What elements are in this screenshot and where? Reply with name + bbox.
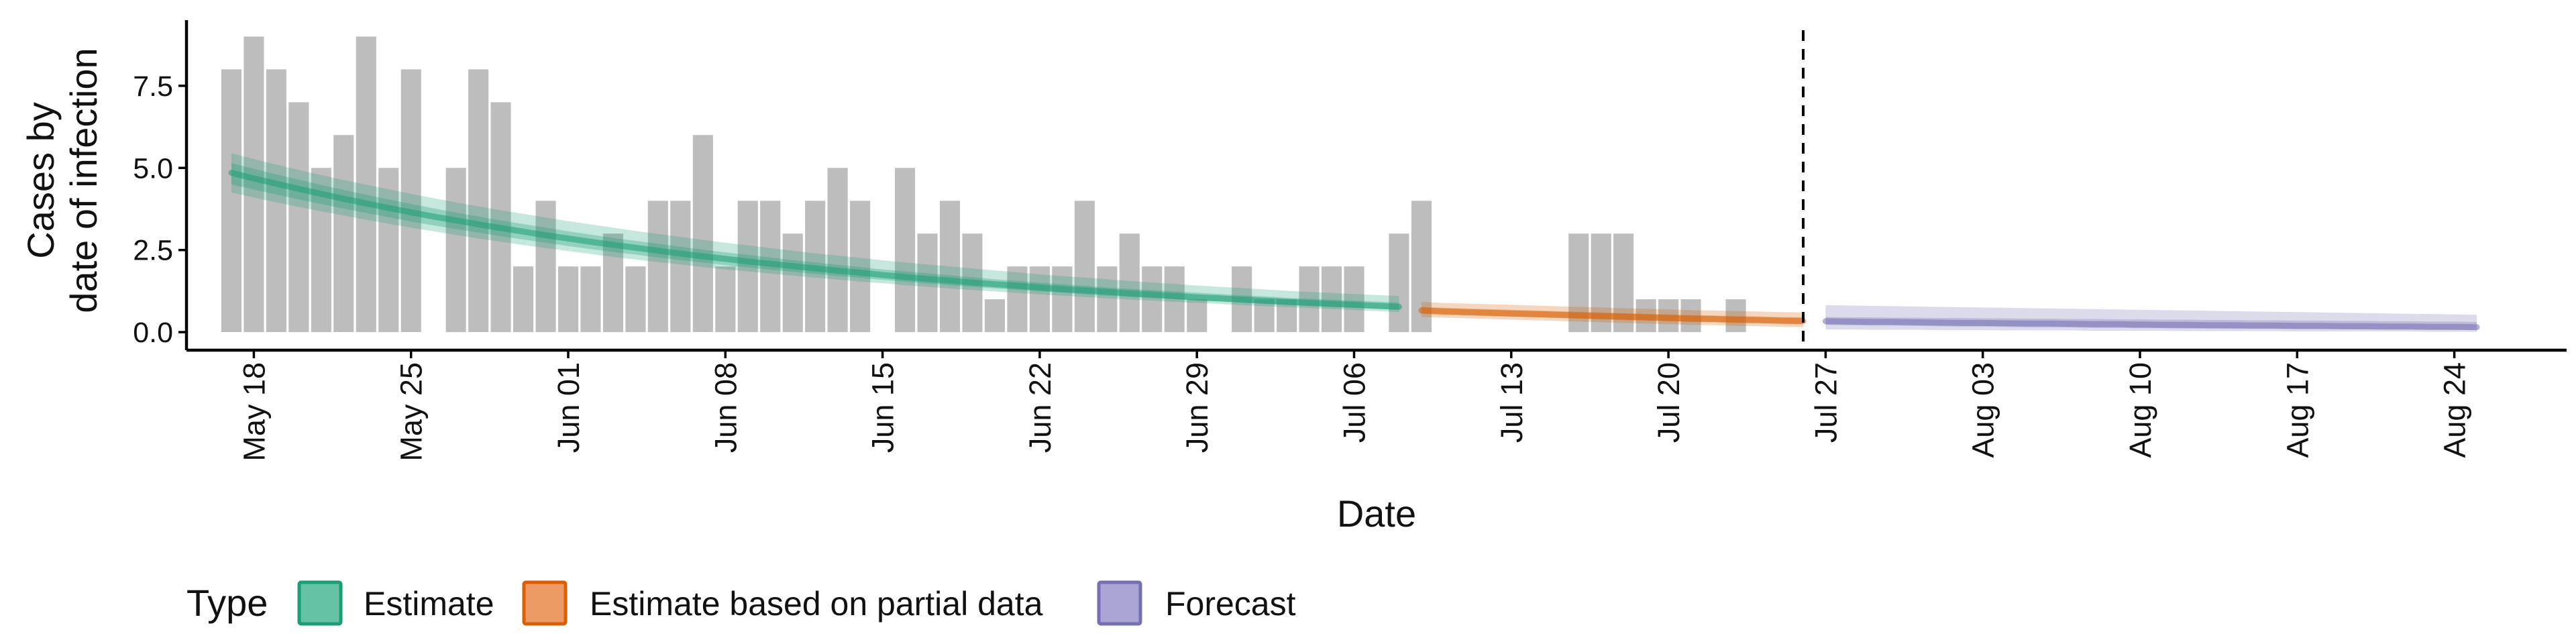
case-bar [1007,266,1028,333]
case-bar [1119,233,1140,333]
case-bar [558,266,579,333]
case-bar [827,168,848,333]
case-bar [850,201,871,333]
case-bar [1187,299,1208,333]
case-bar [647,201,668,333]
case-bar [580,266,601,333]
legend-title: Type [186,582,268,624]
legend-label-estimate: Estimate [364,585,494,623]
legend-key-estimate [297,580,343,626]
case-bar [1725,299,1746,333]
bars-layer [221,36,1746,333]
x-tick-label: Jun 15 [866,362,900,453]
case-bar [782,233,803,333]
case-bar [378,168,399,333]
x-tick-label: May 18 [237,362,271,462]
estimate-lines-layer [228,170,2480,331]
case-bar [984,299,1005,333]
case-bar [917,233,938,333]
y-tick-label: 0.0 [133,317,173,349]
x-tick-label: Jul 20 [1652,362,1686,443]
case-bar [1052,266,1073,333]
case-bar [625,266,646,333]
legend-label-partial-estimate: Estimate based on partial data [590,585,1043,623]
x-tick-label: Jun 29 [1180,362,1214,453]
estimate-based-on-partial-data-median-line [1418,307,1807,324]
case-bar [737,201,758,333]
case-bar [715,266,736,333]
x-axis-title: Date [1337,492,1416,535]
x-tick-label: Jun 22 [1023,362,1057,453]
y-tick-label: 2.5 [133,235,173,267]
estimate-outer-band [231,153,1399,313]
case-bar [221,69,241,333]
case-bar [1299,266,1320,333]
case-bar [1029,266,1050,333]
legend-key-partial-estimate [522,580,568,626]
case-bar [535,201,556,333]
estimate-median-line [228,170,1402,310]
x-tick-label: Jul 13 [1495,362,1529,443]
y-tick-label: 5.0 [133,152,173,184]
case-bar [670,201,691,333]
x-tick-label: Aug 24 [2438,362,2472,458]
axes: 0.0 2.5 5.0 7.5 May 18 May 25 Jun 01 Jun 08 Jun… [133,20,2567,462]
y-axis-title-line-2: date of infection [62,48,105,313]
legend-key-forecast [1097,580,1142,626]
case-bar [1254,299,1275,333]
case-bar [490,102,511,333]
legend-label-forecast: Forecast [1165,585,1296,623]
y-axis-ticks: 0.0 2.5 5.0 7.5 [133,70,186,349]
y-tick-label: 7.5 [133,70,173,103]
case-bar [940,201,961,333]
x-tick-label: Aug 10 [2123,362,2157,458]
forecast-median-line [1822,318,2480,331]
case-bar [1074,201,1095,333]
case-bar [244,36,264,333]
case-bar [513,266,534,333]
x-tick-label: Jul 06 [1338,362,1372,443]
case-bar [333,135,354,333]
y-axis-title-line-1: Cases by [19,102,62,258]
legend: Type Estimate Estimate based on partial … [186,580,1296,626]
case-bar [692,135,713,333]
x-tick-label: Aug 17 [2280,362,2314,458]
case-bar [1322,266,1342,333]
x-tick-label: Jul 27 [1809,362,1843,443]
case-bar [1389,233,1409,333]
case-bar [400,69,421,333]
case-bar [266,69,286,333]
case-bar [602,233,623,333]
case-bar [1344,266,1364,333]
case-bar [895,168,916,333]
y-axis-title: Cases by date of infection [19,48,105,313]
case-bar [445,168,466,333]
case-bar [1142,266,1163,333]
case-bar [468,69,489,333]
case-bar [288,102,309,333]
case-bar [356,36,376,333]
x-axis-ticks: May 18 May 25 Jun 01 Jun 08 Jun 15 Jun 22 Jun … [237,350,2472,462]
x-tick-label: May 25 [394,362,429,462]
case-bar [1097,266,1118,333]
x-tick-label: Aug 03 [1966,362,2000,458]
x-tick-label: Jun 01 [551,362,586,453]
x-tick-label: Jun 08 [708,362,743,453]
